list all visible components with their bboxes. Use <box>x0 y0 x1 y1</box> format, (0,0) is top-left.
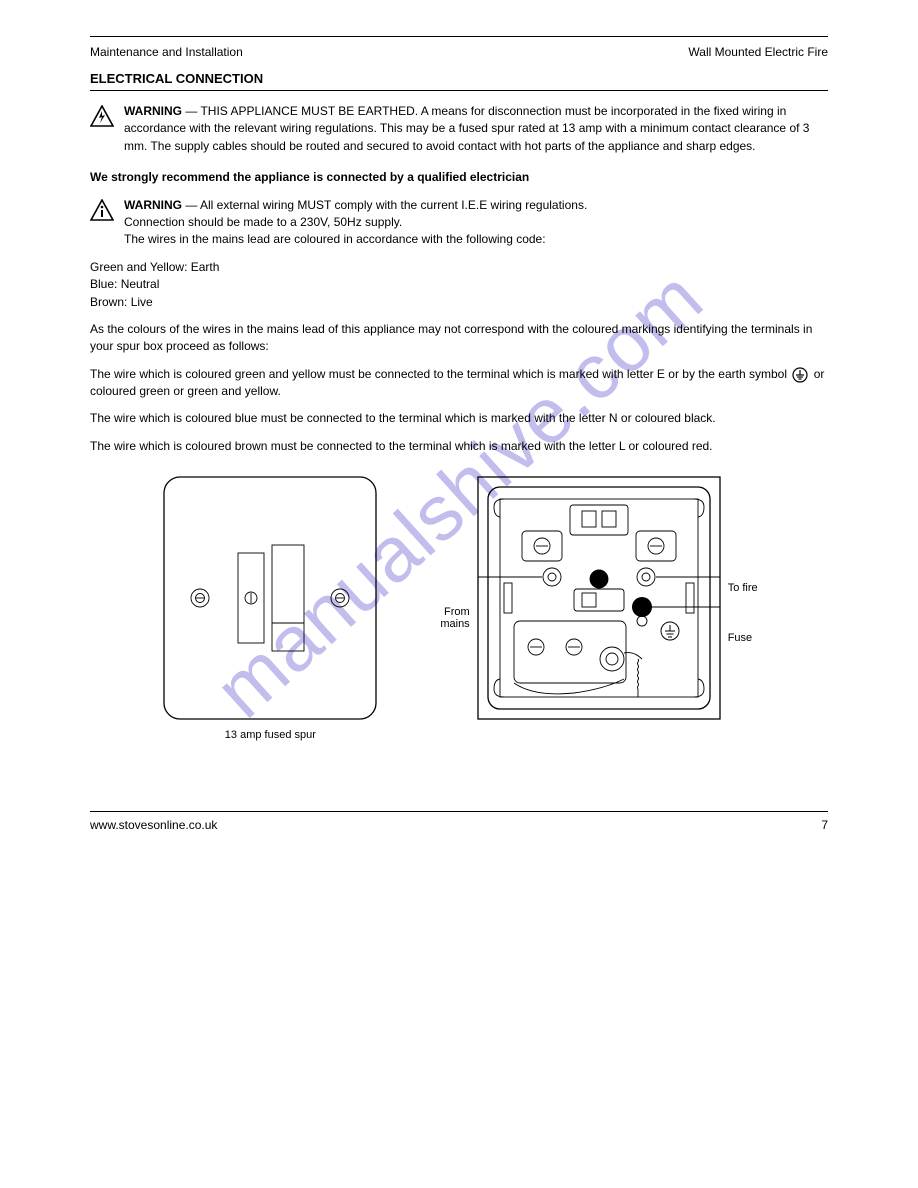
colour-label: Blue: <box>90 277 117 291</box>
recommend-line: We strongly recommend the appliance is c… <box>90 169 828 186</box>
diagram-left: 13 amp fused spur <box>160 473 380 741</box>
colour-value: Live <box>131 295 153 309</box>
diagram-right-wrap: From mains <box>440 473 757 723</box>
colour-value: Neutral <box>121 277 160 291</box>
wiring-para-intro: As the colours of the wires in the mains… <box>90 321 828 356</box>
section-title: ELECTRICAL CONNECTION <box>90 63 828 91</box>
warning-2-line0: — All external wiring MUST comply with t… <box>185 198 587 212</box>
colour-label: Green and Yellow: <box>90 260 187 274</box>
diagram-right-right-labels: To fire Fuse <box>724 473 758 723</box>
footer: www.stovesonline.co.uk 7 <box>90 811 828 832</box>
warning-2-text: WARNING — All external wiring MUST compl… <box>124 197 587 249</box>
colour-row: Blue: Neutral <box>90 276 828 293</box>
warning-1-label: WARNING <box>124 104 182 118</box>
warning-2-line2: The wires in the mains lead are coloured… <box>124 232 546 246</box>
colour-row: Brown: Live <box>90 294 828 311</box>
warning-info-icon <box>90 199 114 221</box>
electric-shock-icon <box>90 105 114 127</box>
colour-row: Green and Yellow: Earth <box>90 259 828 276</box>
diagram-row: 13 amp fused spur From mains <box>90 473 828 741</box>
header-rule <box>90 36 828 37</box>
wiring-rule-earth: The wire which is coloured green and yel… <box>90 366 828 401</box>
earth-symbol-icon <box>792 367 808 383</box>
diagram-left-caption: 13 amp fused spur <box>225 729 316 741</box>
diagram-right-left-labels: From mains <box>440 473 473 723</box>
earth-prefix: The wire which is coloured green and yel… <box>90 367 787 381</box>
footer-page: 7 <box>821 818 828 832</box>
colour-value: Earth <box>191 260 220 274</box>
wiring-rule-neutral: The wire which is coloured blue must be … <box>90 410 828 427</box>
from-mains-label: From mains <box>440 606 469 630</box>
header-right: Wall Mounted Electric Fire <box>688 45 828 59</box>
warning-1-fixed: fixed <box>714 104 739 118</box>
warning-2-line1: Connection should be made to a 230V, 50H… <box>124 215 402 229</box>
warning-2-label: WARNING <box>124 198 182 212</box>
warning-1-part0: — THIS APPLIANCE MUST BE EARTHED. A mean… <box>185 104 713 118</box>
warning-1-text: WARNING — THIS APPLIANCE MUST BE EARTHED… <box>124 103 828 155</box>
spur-front-diagram <box>160 473 380 723</box>
warning-block-1: WARNING — THIS APPLIANCE MUST BE EARTHED… <box>90 103 828 155</box>
footer-url: www.stovesonline.co.uk <box>90 818 217 832</box>
header-row: Maintenance and Installation Wall Mounte… <box>90 41 828 63</box>
colour-code-block: Green and Yellow: Earth Blue: Neutral Br… <box>90 259 828 311</box>
spur-back-diagram <box>474 473 724 723</box>
to-fire-label: To fire <box>728 582 758 594</box>
fuse-label: Fuse <box>728 632 758 644</box>
warning-block-2: WARNING — All external wiring MUST compl… <box>90 197 828 249</box>
colour-label: Brown: <box>90 295 127 309</box>
header-left: Maintenance and Installation <box>90 45 243 59</box>
wiring-rule-live: The wire which is coloured brown must be… <box>90 438 828 455</box>
